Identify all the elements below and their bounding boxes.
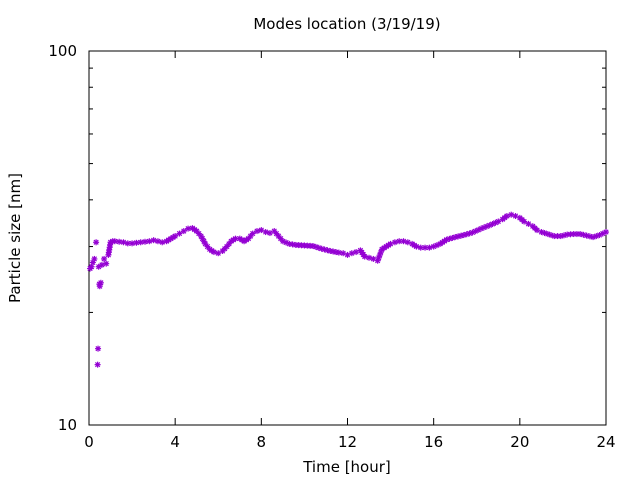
y-tick-label: 100 [48,42,77,60]
data-point [142,238,149,245]
data-point [232,235,239,242]
x-tick-label: 16 [424,433,443,451]
data-point-trace [315,244,322,251]
data-point [249,230,256,237]
data-point [503,213,510,220]
data-point [215,250,222,257]
data-point [366,254,373,261]
data-point [176,230,183,237]
data-point [508,211,515,218]
data-point [97,279,104,286]
axis-ticks [88,50,607,426]
data-point [146,238,153,245]
data-point [95,345,102,352]
data-point [521,218,528,225]
data-point [400,238,407,245]
data-point [150,237,157,244]
data-point [525,220,532,227]
data-point [210,249,217,256]
data-series [87,211,609,368]
data-point [417,244,424,251]
data-point [154,238,161,245]
y-tick-label: 10 [58,416,77,434]
data-point [101,255,108,262]
x-tick-label: 0 [84,433,94,451]
data-point [103,260,110,267]
x-tick-label: 8 [257,433,267,451]
data-point [422,244,429,251]
data-point [254,228,261,235]
data-point [180,228,187,235]
data-point [348,250,355,257]
x-tick-label: 12 [338,433,357,451]
data-point [91,255,98,262]
data-point [94,361,101,368]
x-tick-label: 24 [596,433,615,451]
x-tick-label: 20 [510,433,529,451]
data-point [426,244,433,251]
axis-tick-labels: 0 4 8 12 16 20 24 10 100 [48,42,615,451]
y-axis-label: Particle size [nm] [6,173,24,303]
data-point [361,253,368,260]
x-axis-label: Time [hour] [302,458,391,476]
data-point [185,225,192,232]
data-point [603,229,609,236]
data-point [391,239,398,246]
data-point [98,261,105,268]
data-point [159,239,166,246]
data-point [262,229,269,236]
data-point [335,249,342,256]
data-point [93,239,100,246]
data-point [413,243,420,250]
chart-title: Modes location (3/19/19) [253,15,440,33]
x-tick-label: 4 [170,433,180,451]
data-point [120,239,127,246]
data-point [172,233,179,240]
data-point [495,218,502,225]
